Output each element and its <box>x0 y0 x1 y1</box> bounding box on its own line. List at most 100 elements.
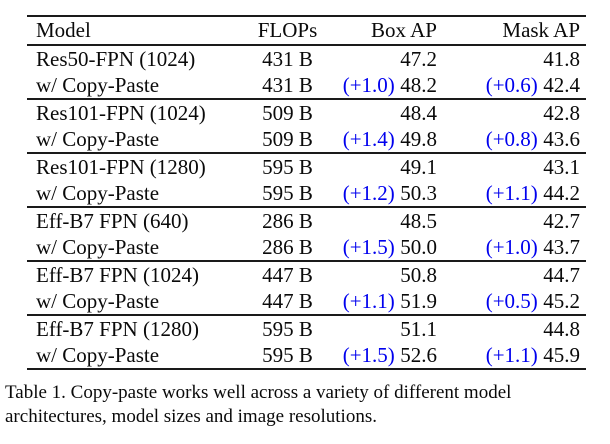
table-row: w/ Copy-Paste 595 B (+1.2) 50.3 (+1.1) 44.… <box>27 180 586 207</box>
model-cell: w/ Copy-Paste <box>36 180 160 205</box>
box-ap-value: 48.5 <box>400 208 437 233</box>
mask-ap-value: 44.8 <box>543 316 580 341</box>
mask-ap-value: 42.4 <box>543 72 580 97</box>
model-cell: w/ Copy-Paste <box>36 288 160 313</box>
mask-ap-cell: 42.7 <box>447 207 586 234</box>
flops-cell: 595 B <box>262 316 313 341</box>
mask-ap-cell: 44.8 <box>447 315 586 342</box>
caption-line-1: Table 1. Copy-paste works well across a … <box>5 382 512 403</box>
box-ap-delta: (+1.5) <box>342 234 395 259</box>
mask-ap-value: 43.7 <box>543 234 580 259</box>
flops-cell: 286 B <box>262 208 313 233</box>
mask-ap-delta: (+0.5) <box>485 288 538 313</box>
flops-cell: 595 B <box>262 180 313 205</box>
mask-ap-cell: (+0.6) 42.4 <box>447 72 586 99</box>
box-ap-cell: (+1.1) 51.9 <box>335 288 447 315</box>
mask-ap-cell: (+0.8) 43.6 <box>447 126 586 153</box>
flops-cell: 509 B <box>262 126 313 151</box>
box-ap-cell: (+1.5) 50.0 <box>335 234 447 261</box>
mask-ap-value: 43.1 <box>543 154 580 179</box>
mask-ap-cell: (+1.1) 45.9 <box>447 342 586 369</box>
mask-ap-value: 45.9 <box>543 342 580 367</box>
table-row: w/ Copy-Paste 286 B (+1.5) 50.0 (+1.0) 43.… <box>27 234 586 261</box>
table-row: w/ Copy-Paste 595 B (+1.5) 52.6 (+1.1) 45.… <box>27 342 586 369</box>
mask-ap-value: 45.2 <box>543 288 580 313</box>
flops-cell: 595 B <box>262 154 313 179</box>
box-ap-value: 51.1 <box>400 316 437 341</box>
box-ap-value: 50.0 <box>400 234 437 259</box>
table-row: Res101-FPN (1024) 509 B 48.4 42.8 <box>27 99 586 126</box>
box-ap-cell: (+1.0) 48.2 <box>335 72 447 99</box>
mask-ap-cell: (+0.5) 45.2 <box>447 288 586 315</box>
mask-ap-value: 44.2 <box>543 180 580 205</box>
box-ap-cell: 48.5 <box>335 207 447 234</box>
mask-ap-cell: 41.8 <box>447 45 586 72</box>
box-ap-value: 48.4 <box>400 100 437 125</box>
section-effb7-640: Eff-B7 FPN (640) 286 B 48.5 42.7 w/ Copy… <box>27 207 586 261</box>
mask-ap-value: 44.7 <box>543 262 580 287</box>
mask-ap-cell: (+1.1) 44.2 <box>447 180 586 207</box>
box-ap-delta: (+1.1) <box>342 288 395 313</box>
mask-ap-value: 41.8 <box>543 46 580 71</box>
flops-cell: 447 B <box>262 288 313 313</box>
flops-cell: 431 B <box>262 72 313 97</box>
box-ap-cell: 50.8 <box>335 261 447 288</box>
model-cell: Eff-B7 FPN (1280) <box>36 316 199 341</box>
mask-ap-value: 42.7 <box>543 208 580 233</box>
section-res101-1024: Res101-FPN (1024) 509 B 48.4 42.8 w/ Cop… <box>27 99 586 153</box>
model-cell: Eff-B7 FPN (1024) <box>36 262 199 287</box>
flops-cell: 447 B <box>262 262 313 287</box>
flops-cell: 595 B <box>262 342 313 367</box>
model-cell: w/ Copy-Paste <box>36 342 160 367</box>
box-ap-value: 47.2 <box>400 46 437 71</box>
section-effb7-1280: Eff-B7 FPN (1280) 595 B 51.1 44.8 w/ Cop… <box>27 315 586 369</box>
section-res50-1024: Res50-FPN (1024) 431 B 47.2 41.8 w/ Copy… <box>27 45 586 99</box>
box-ap-value: 49.8 <box>400 126 437 151</box>
table-caption: Table 1. Copy-paste works well across a … <box>5 381 607 429</box>
header-box-ap: Box AP <box>371 18 437 42</box>
mask-ap-cell: 43.1 <box>447 153 586 180</box>
header-model: Model <box>36 18 91 42</box>
table-row: Res101-FPN (1280) 595 B 49.1 43.1 <box>27 153 586 180</box>
mask-ap-value: 43.6 <box>543 126 580 151</box>
box-ap-delta: (+1.0) <box>342 72 395 97</box>
table-row: Res50-FPN (1024) 431 B 47.2 41.8 <box>27 45 586 72</box>
model-cell: w/ Copy-Paste <box>36 72 160 97</box>
mask-ap-delta: (+1.1) <box>485 342 538 367</box>
table-row: w/ Copy-Paste 509 B (+1.4) 49.8 (+0.8) 43.… <box>27 126 586 153</box>
header-flops: FLOPs <box>257 18 318 42</box>
box-ap-value: 48.2 <box>400 72 437 97</box>
mask-ap-cell: (+1.0) 43.7 <box>447 234 586 261</box>
box-ap-value: 50.3 <box>400 180 437 205</box>
section-res101-1280: Res101-FPN (1280) 595 B 49.1 43.1 w/ Cop… <box>27 153 586 207</box>
box-ap-cell: 47.2 <box>335 45 447 72</box>
box-ap-cell: 51.1 <box>335 315 447 342</box>
flops-cell: 509 B <box>262 100 313 125</box>
box-ap-cell: (+1.2) 50.3 <box>335 180 447 207</box>
box-ap-delta: (+1.2) <box>342 180 395 205</box>
box-ap-cell: 48.4 <box>335 99 447 126</box>
table-row: Eff-B7 FPN (640) 286 B 48.5 42.7 <box>27 207 586 234</box>
flops-cell: 286 B <box>262 234 313 259</box>
model-cell: w/ Copy-Paste <box>36 234 160 259</box>
model-cell: Eff-B7 FPN (640) <box>36 208 189 233</box>
table-row: Eff-B7 FPN (1024) 447 B 50.8 44.7 <box>27 261 586 288</box>
box-ap-cell: 49.1 <box>335 153 447 180</box>
mask-ap-value: 42.8 <box>543 100 580 125</box>
mask-ap-delta: (+0.6) <box>485 72 538 97</box>
mask-ap-delta: (+1.1) <box>485 180 538 205</box>
section-effb7-1024: Eff-B7 FPN (1024) 447 B 50.8 44.7 w/ Cop… <box>27 261 586 315</box>
table-row: w/ Copy-Paste 447 B (+1.1) 51.9 (+0.5) 45.… <box>27 288 586 315</box>
box-ap-value: 51.9 <box>400 288 437 313</box>
mask-ap-delta: (+0.8) <box>485 126 538 151</box>
results-table: Model FLOPs Box AP Mask AP Res50-FPN (10… <box>27 15 586 370</box>
mask-ap-delta: (+1.0) <box>485 234 538 259</box>
caption-line-2: architectures, model sizes and image res… <box>5 406 377 427</box>
table-1: Model FLOPs Box AP Mask AP Res50-FPN (10… <box>27 15 586 370</box>
model-cell: Res101-FPN (1280) <box>36 154 206 179</box>
header-mask-ap: Mask AP <box>502 18 580 42</box>
box-ap-value: 52.6 <box>400 342 437 367</box>
box-ap-value: 49.1 <box>400 154 437 179</box>
mask-ap-cell: 42.8 <box>447 99 586 126</box>
